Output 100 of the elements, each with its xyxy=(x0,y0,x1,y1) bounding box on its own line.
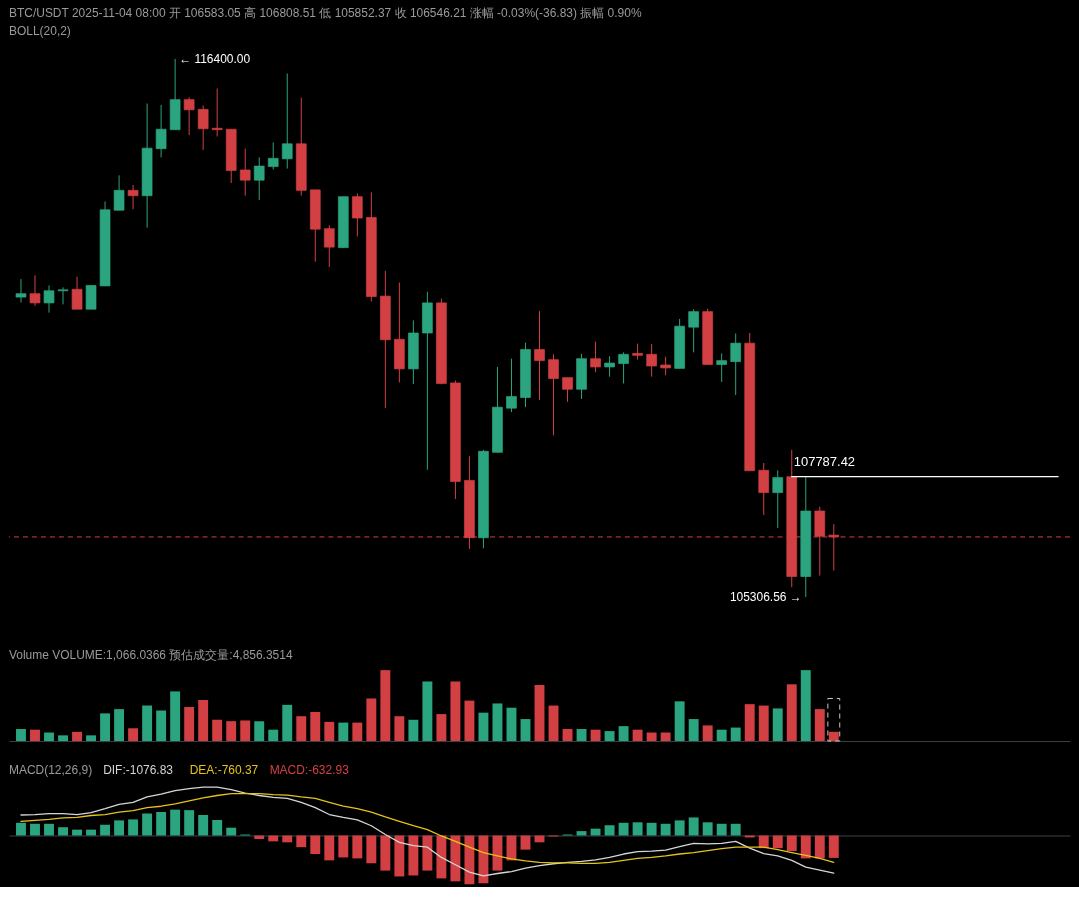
bar xyxy=(422,835,433,871)
chart-title: MACD(12,26,9) xyxy=(8,763,93,778)
bar xyxy=(772,835,783,849)
bar xyxy=(688,817,699,836)
bar xyxy=(30,729,40,742)
candlestick xyxy=(506,358,517,413)
bar xyxy=(100,824,111,836)
bar xyxy=(310,835,321,855)
bar xyxy=(660,732,671,742)
candlestick xyxy=(253,156,265,201)
candlestick xyxy=(352,192,363,237)
bar xyxy=(170,691,181,742)
bar xyxy=(478,835,489,884)
bar xyxy=(716,823,727,836)
bar xyxy=(366,835,377,864)
bar xyxy=(198,815,209,836)
bar xyxy=(478,712,489,742)
bar xyxy=(338,722,349,742)
bar xyxy=(450,681,461,742)
bar xyxy=(744,704,755,742)
bar xyxy=(226,827,237,836)
series-label: DEA:-760.37 xyxy=(189,763,259,778)
bar xyxy=(226,721,237,742)
bar xyxy=(296,835,307,848)
bar xyxy=(422,681,433,742)
bar xyxy=(646,732,657,742)
bar xyxy=(212,819,223,836)
bar xyxy=(562,728,573,742)
data-label: 107787.42 xyxy=(793,453,856,469)
chart-title: BTC/USDT 2025-11-04 08:00 开 106583.05 高 106808.51 低 105852.37 收 106546.21 涨幅 -0.03%(-36.83) 振幅 0.90% xyxy=(8,5,642,20)
bar xyxy=(72,731,82,742)
bar xyxy=(450,835,461,882)
chart-subtitle: BOLL(20,2) xyxy=(8,23,71,38)
candlestick xyxy=(43,284,55,314)
bar xyxy=(394,716,405,742)
bar xyxy=(100,713,111,742)
bar xyxy=(772,708,783,742)
bar xyxy=(800,835,811,859)
bar xyxy=(324,835,335,861)
candlestick xyxy=(197,104,209,151)
bar xyxy=(352,722,363,742)
bar xyxy=(128,728,139,742)
bar xyxy=(464,700,475,742)
candlestick xyxy=(660,356,671,376)
bar xyxy=(198,699,209,742)
bar xyxy=(436,714,447,742)
candlestick xyxy=(548,353,559,436)
chart-title: Volume VOLUME:1,066.0366 预估成交量:4,856.3514 xyxy=(8,647,293,662)
bar xyxy=(604,825,615,836)
series-label: DIF:-1076.83 xyxy=(103,763,174,778)
candlestick xyxy=(57,286,69,305)
bar xyxy=(548,705,559,742)
bar xyxy=(646,822,657,836)
candlestick xyxy=(534,310,545,401)
bar xyxy=(156,812,167,836)
bar xyxy=(58,735,68,742)
bar xyxy=(758,705,769,742)
bar xyxy=(758,835,769,849)
bar xyxy=(520,719,531,742)
bar xyxy=(674,820,685,836)
bar xyxy=(30,823,40,836)
bar xyxy=(142,813,153,836)
bar xyxy=(814,709,825,742)
bar xyxy=(492,703,503,742)
bar xyxy=(268,835,279,842)
bar xyxy=(590,729,601,742)
bar xyxy=(44,823,54,836)
bar xyxy=(240,720,251,742)
text: MACD:-632.93 xyxy=(269,763,350,778)
candlestick xyxy=(730,332,741,396)
bar xyxy=(366,698,377,742)
bar xyxy=(156,710,167,742)
bar xyxy=(534,685,545,742)
bar xyxy=(254,835,265,839)
candlestick xyxy=(155,104,167,158)
candlestick xyxy=(239,148,251,197)
bar xyxy=(184,810,195,836)
bar xyxy=(184,707,195,742)
bar xyxy=(632,822,643,836)
candlestick xyxy=(562,377,573,403)
bar xyxy=(828,731,839,742)
bar xyxy=(576,728,587,742)
bar xyxy=(394,835,405,877)
candlestick xyxy=(618,351,629,384)
bar xyxy=(632,729,643,742)
bar xyxy=(254,721,265,742)
bar xyxy=(44,732,54,742)
candlestick xyxy=(323,224,335,268)
bar xyxy=(464,835,475,885)
candlestick xyxy=(688,308,699,353)
bar xyxy=(296,716,307,742)
candlestick xyxy=(85,284,97,310)
bar xyxy=(674,701,685,742)
bar xyxy=(380,835,391,871)
candlestick xyxy=(281,72,293,170)
candlestick xyxy=(127,184,139,210)
bar xyxy=(436,835,447,879)
bar xyxy=(506,707,517,742)
bar xyxy=(128,819,139,836)
bar xyxy=(408,719,419,742)
